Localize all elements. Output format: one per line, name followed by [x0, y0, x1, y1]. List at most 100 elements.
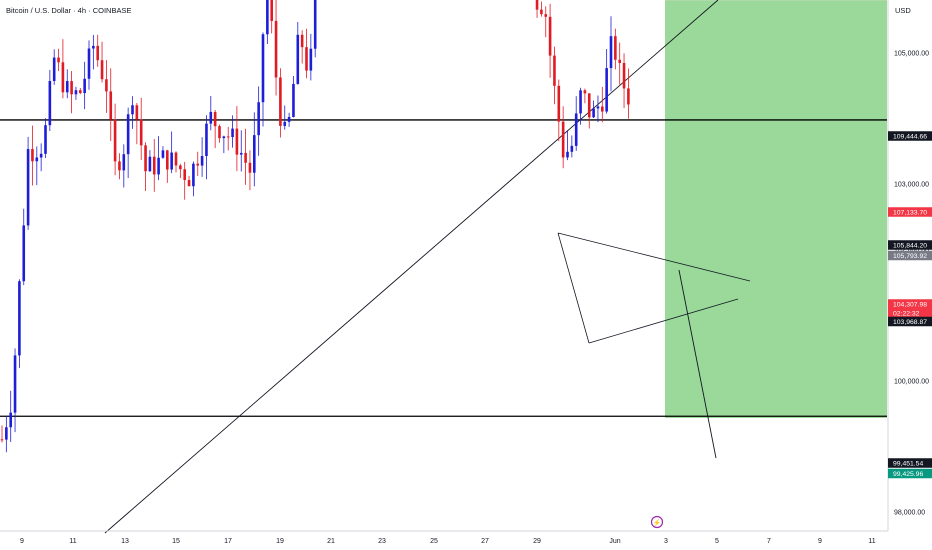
candle-body[interactable] — [540, 9, 543, 15]
candle-body[interactable] — [126, 114, 130, 155]
candle-body[interactable] — [118, 161, 121, 171]
candle-body[interactable] — [261, 34, 265, 103]
candle-body[interactable] — [592, 108, 595, 118]
candle-body[interactable] — [574, 113, 578, 146]
candle-body[interactable] — [152, 156, 156, 175]
candle-body[interactable] — [200, 156, 204, 166]
candle-body[interactable] — [35, 157, 39, 162]
candle-body[interactable] — [83, 78, 86, 94]
candle-body[interactable] — [596, 106, 600, 109]
candle-body[interactable] — [148, 156, 152, 172]
candle-body[interactable] — [79, 90, 82, 94]
candle-body[interactable] — [226, 136, 230, 138]
currency-label[interactable]: USD — [895, 6, 911, 15]
candle-body[interactable] — [292, 83, 295, 117]
candle-body[interactable] — [287, 116, 291, 122]
candle-body[interactable] — [0, 439, 4, 441]
price-tag[interactable] — [888, 250, 932, 261]
candle-body[interactable] — [618, 59, 621, 63]
candle-body[interactable] — [26, 149, 30, 226]
candle-body[interactable] — [105, 79, 108, 92]
price-tag[interactable] — [888, 299, 932, 318]
candle-body[interactable] — [44, 125, 47, 154]
candle-body[interactable] — [92, 45, 95, 49]
candle-body[interactable] — [131, 105, 134, 115]
candle-body[interactable] — [579, 90, 582, 114]
candle-body[interactable] — [183, 169, 186, 180]
candle-body[interactable] — [74, 90, 78, 95]
candle-body[interactable] — [205, 123, 208, 157]
candle-body[interactable] — [296, 34, 300, 84]
candle-body[interactable] — [561, 121, 565, 158]
price-tag[interactable] — [888, 240, 932, 250]
candle-body[interactable] — [279, 77, 282, 126]
candle-body[interactable] — [13, 355, 17, 413]
triangle-left-line[interactable] — [557, 232, 590, 344]
candle-body[interactable] — [170, 152, 173, 170]
candle-body[interactable] — [309, 48, 313, 71]
candle-body[interactable] — [553, 55, 556, 86]
candle-body[interactable] — [622, 62, 626, 89]
price-tag[interactable] — [888, 131, 932, 141]
candle-body[interactable] — [548, 16, 552, 56]
candle-body[interactable] — [31, 149, 34, 162]
candle-body[interactable] — [57, 57, 60, 63]
price-tag[interactable] — [888, 468, 932, 479]
event-marker-icon[interactable] — [650, 515, 664, 529]
candle-body[interactable] — [222, 136, 226, 139]
candle-body[interactable] — [9, 412, 12, 428]
trend-line[interactable] — [104, 0, 719, 534]
candle-body[interactable] — [609, 36, 613, 69]
candle-body[interactable] — [566, 151, 569, 158]
candle-body[interactable] — [157, 157, 160, 175]
candle-body[interactable] — [535, 0, 539, 10]
candle-body[interactable] — [614, 36, 617, 60]
candle-body[interactable] — [113, 119, 117, 162]
candle-body[interactable] — [87, 48, 91, 79]
candle-body[interactable] — [70, 81, 73, 95]
candle-body[interactable] — [187, 179, 191, 187]
candle-body[interactable] — [253, 135, 256, 173]
candle-body[interactable] — [61, 62, 65, 93]
candle-body[interactable] — [300, 34, 304, 48]
candle-body[interactable] — [570, 145, 574, 152]
triangle-lower-line[interactable] — [588, 298, 739, 344]
candle-body[interactable] — [587, 93, 591, 118]
projection-line[interactable] — [678, 269, 717, 459]
price-tag[interactable] — [888, 316, 932, 327]
candle-body[interactable] — [305, 47, 308, 71]
candle-body[interactable] — [174, 152, 178, 166]
candle-body[interactable] — [144, 145, 147, 172]
candle-body[interactable] — [544, 14, 548, 17]
candle-body[interactable] — [96, 45, 99, 61]
candle-body[interactable] — [274, 20, 278, 78]
candle-body[interactable] — [5, 427, 8, 440]
candle-body[interactable] — [179, 165, 182, 170]
candle-body[interactable] — [39, 153, 43, 158]
candle-body[interactable] — [239, 152, 243, 155]
candle-body[interactable] — [48, 81, 52, 126]
take-profit-zone[interactable] — [665, 0, 887, 418]
candle-body[interactable] — [557, 85, 561, 122]
candle-body[interactable] — [22, 225, 26, 282]
candle-body[interactable] — [100, 60, 104, 80]
candle-body[interactable] — [601, 106, 604, 112]
candle-body[interactable] — [65, 81, 69, 93]
candle-body[interactable] — [583, 90, 587, 94]
candle-body[interactable] — [135, 105, 139, 120]
candle-body[interactable] — [283, 121, 287, 126]
candle-body[interactable] — [161, 150, 165, 158]
candle-body[interactable] — [235, 128, 239, 155]
candle-body[interactable] — [218, 126, 221, 139]
candle-body[interactable] — [18, 281, 21, 356]
candle-body[interactable] — [122, 154, 126, 171]
candle-body[interactable] — [231, 128, 234, 138]
triangle-upper-line[interactable] — [557, 232, 751, 282]
candle-body[interactable] — [313, 0, 317, 49]
candle-body[interactable] — [109, 91, 113, 120]
candle-body[interactable] — [244, 152, 247, 163]
candle-body[interactable] — [52, 57, 56, 82]
candle-body[interactable] — [139, 119, 143, 146]
candle-body[interactable] — [192, 163, 195, 187]
